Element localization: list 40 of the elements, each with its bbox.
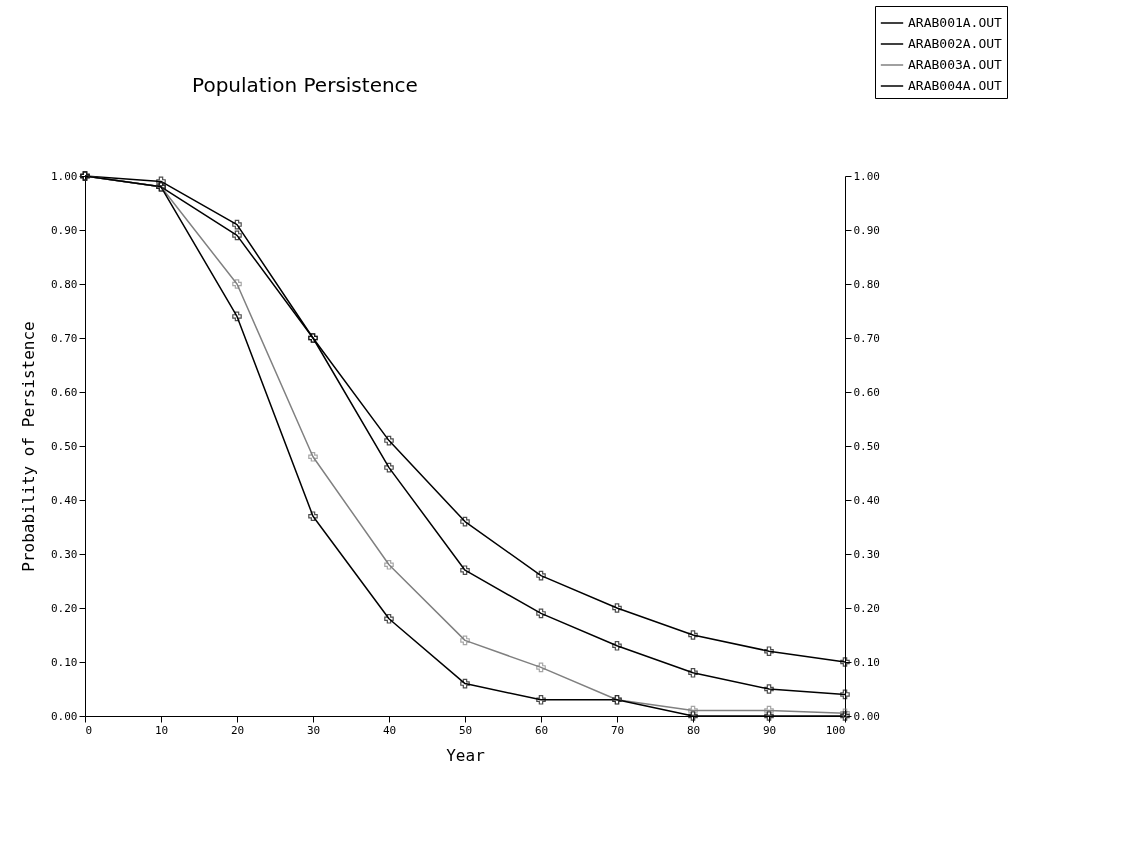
- x-tick-label: 10: [154, 723, 169, 737]
- x-tick-label: 90: [762, 723, 777, 737]
- y2-tick-label: 0.20: [853, 601, 880, 615]
- y-tick-label: 0.80: [51, 277, 78, 291]
- x-tick-label: 60: [534, 723, 549, 737]
- legend-label: ARAB004A.OUT: [908, 78, 1003, 93]
- y2-tick-label: 0.90: [853, 223, 880, 237]
- y2-tick-label: 1.00: [853, 169, 880, 183]
- x-tick-label: 50: [458, 723, 473, 737]
- y-tick-label: 0.10: [51, 655, 78, 669]
- y2-tick-label: 0.50: [853, 439, 880, 453]
- y2-tick-label: 0.40: [853, 493, 880, 507]
- y-tick-label: 0.60: [51, 385, 78, 399]
- y2-tick-label: 0.10: [853, 655, 880, 669]
- y2-tick-label: 0.70: [853, 331, 880, 345]
- y-tick-label: 0.30: [51, 547, 78, 561]
- x-tick-label: 20: [230, 723, 245, 737]
- x-axis-title: Year: [446, 745, 486, 765]
- y-tick-label: 0.50: [51, 439, 78, 453]
- y2-tick-label: 0.60: [853, 385, 880, 399]
- y2-tick-label: 0.00: [853, 709, 880, 723]
- legend-label: ARAB003A.OUT: [908, 57, 1003, 72]
- x-tick-label: 80: [686, 723, 701, 737]
- legend-label: ARAB002A.OUT: [908, 36, 1003, 51]
- x-tick-label: 100: [825, 723, 846, 737]
- y-tick-label: 0.00: [51, 709, 78, 723]
- legend-label: ARAB001A.OUT: [908, 15, 1003, 30]
- y2-tick-label: 0.80: [853, 277, 880, 291]
- y-tick-label: 0.90: [51, 223, 78, 237]
- x-tick-label: 40: [382, 723, 397, 737]
- x-tick-label: 70: [610, 723, 625, 737]
- x-tick-label: 30: [306, 723, 321, 737]
- y-tick-label: 1.00: [51, 169, 78, 183]
- chart-title: Population Persistence: [192, 72, 418, 97]
- y-tick-label: 0.40: [51, 493, 78, 507]
- y-tick-label: 0.70: [51, 331, 78, 345]
- y-tick-label: 0.20: [51, 601, 78, 615]
- y-axis-title: Probability of Persistence: [19, 321, 39, 572]
- y2-tick-label: 0.30: [853, 547, 880, 561]
- x-tick-label: 0: [85, 723, 93, 737]
